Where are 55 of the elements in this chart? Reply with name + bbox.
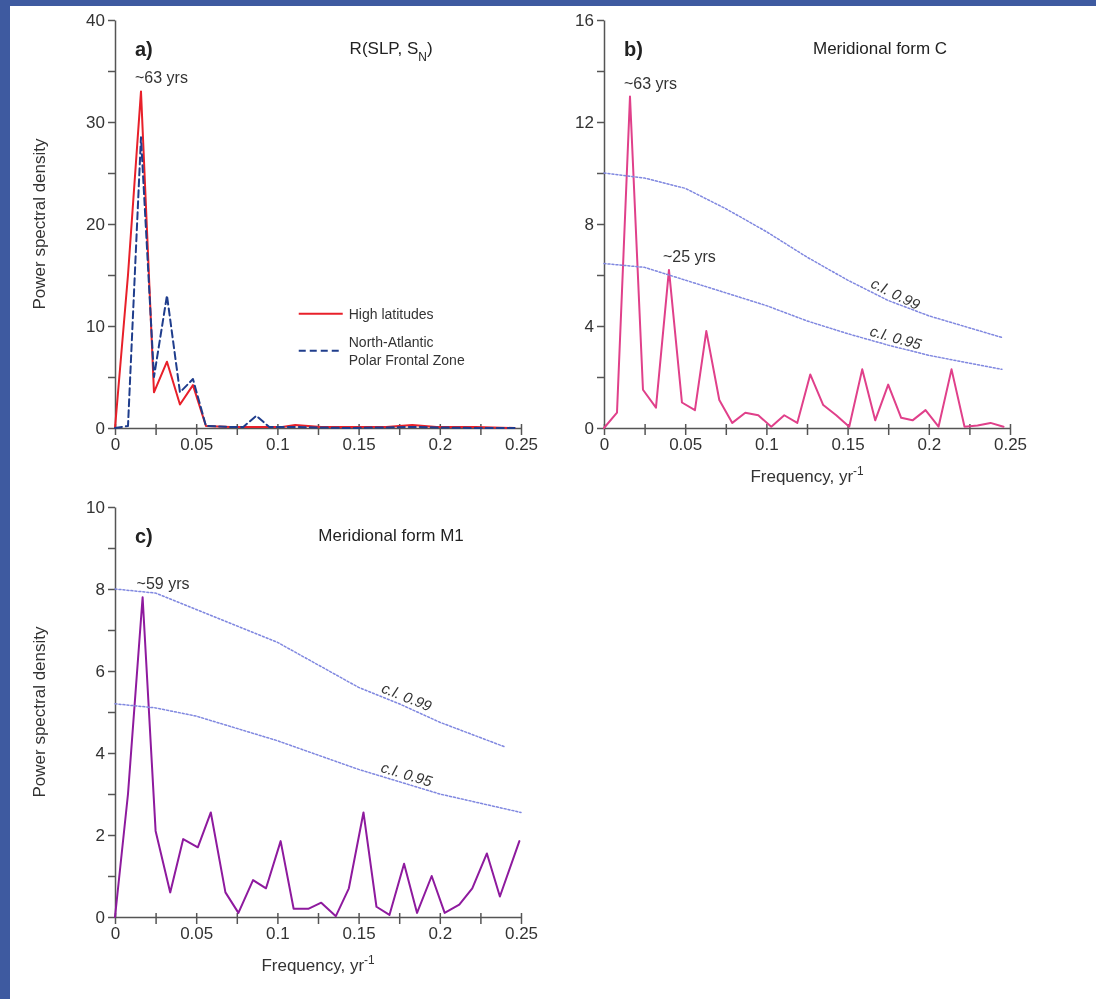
x-tick-label: 0.25 [504, 435, 539, 455]
annotation: b) [624, 38, 643, 60]
x-tick-label: 0.05 [669, 435, 703, 455]
annotation: ~25 yrs [662, 247, 716, 265]
x-axis-title: Frequency, yr$^{-1}$ [750, 464, 865, 486]
y-tick-label: 0 [95, 907, 105, 927]
text: c.l. 0.95 [868, 322, 924, 353]
x-tick-label: 0 [110, 924, 121, 944]
x-tick-label: 0.2 [428, 924, 453, 944]
x-tick-label: 0 [110, 435, 121, 455]
text: c.l. 0.99 [379, 678, 435, 715]
x-tick-label: 0.25 [993, 435, 1028, 455]
y-tick-label: 30 [86, 112, 105, 132]
text: c.l. 0.99 [868, 274, 924, 314]
y-axis-title: Power spectral density [30, 625, 49, 798]
y-tick-label: 4 [584, 316, 594, 336]
legend-label: High latitudes [348, 305, 434, 322]
x-tick-label: 0.2 [917, 435, 942, 455]
y-tick-label: 16 [575, 10, 594, 30]
y-tick-label: 10 [86, 316, 105, 336]
y-axis-title: Power spectral density [30, 137, 49, 310]
y-tick-label: 6 [95, 661, 105, 681]
x-tick-label: 0.25 [504, 924, 539, 944]
annotation: ~59 yrs [136, 575, 190, 593]
x-tick-label: 0.05 [180, 435, 214, 455]
x-tick-label: 0.15 [831, 435, 865, 455]
x-tick-label: 0.1 [266, 435, 290, 455]
y-tick-label: 0 [584, 418, 594, 438]
y-tick-label: 20 [86, 214, 105, 234]
text: Meridional form M1 [318, 526, 464, 545]
line-series [603, 95, 1005, 429]
x-tick-label: 0.05 [180, 924, 214, 944]
x-tick-label: 0 [599, 435, 610, 455]
x-tick-label: 0.1 [266, 924, 290, 944]
annotation: a) [135, 38, 153, 60]
y-tick-label: 8 [584, 214, 594, 234]
annotation: ~63 yrs [134, 69, 188, 87]
y-tick-label: 12 [575, 112, 594, 132]
y-tick-label: 10 [86, 497, 105, 517]
y-tick-label: 0 [95, 418, 105, 438]
annotation: ~63 yrs [623, 74, 677, 92]
legend-label: North-Atlantic Polar Frontal Zone [348, 333, 465, 368]
text: Meridional form C [813, 39, 948, 58]
y-tick-label: 8 [95, 579, 105, 599]
y-tick-label: 2 [95, 825, 105, 845]
y-tick-label: 40 [86, 10, 105, 30]
x-tick-label: 0.15 [342, 924, 376, 944]
x-axis-title: Frequency, yr$^{-1}$ [261, 953, 376, 975]
x-tick-label: 0.15 [342, 435, 376, 455]
x-tick-label: 0.2 [428, 435, 453, 455]
text: c.l. 0.95 [379, 758, 436, 791]
text: R(SLP, S$_{N}$) [349, 39, 433, 64]
x-tick-label: 0.1 [755, 435, 779, 455]
annotation: c) [135, 525, 153, 547]
y-tick-label: 4 [95, 743, 105, 763]
